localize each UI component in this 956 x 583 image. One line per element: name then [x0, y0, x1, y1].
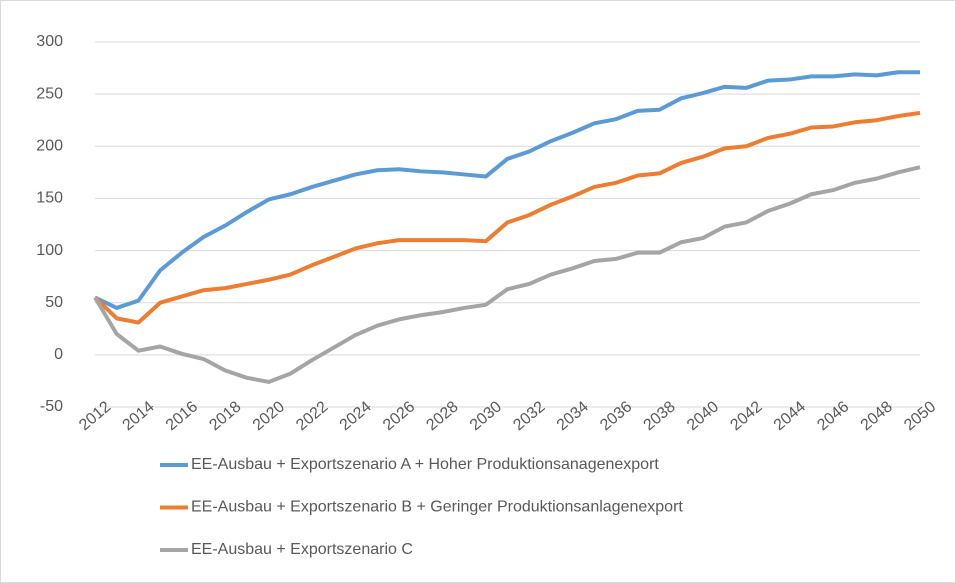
- y-tick-label: 150: [36, 190, 63, 207]
- legend-label: EE-Ausbau + Exportszenario C: [191, 541, 413, 558]
- y-tick-label: 300: [36, 33, 63, 50]
- series-line: [93, 165, 921, 384]
- y-tick-label: 50: [45, 294, 63, 311]
- series-line: [94, 70, 920, 310]
- legend-label: EE-Ausbau + Exportszenario A + Hoher Pro…: [191, 456, 659, 473]
- y-tick-label: 0: [54, 346, 63, 363]
- series-line: [93, 110, 921, 325]
- y-tick-label: 250: [36, 85, 63, 102]
- y-tick-label: -50: [40, 398, 63, 415]
- legend-label: EE-Ausbau + Exportszenario B + Geringer …: [191, 499, 683, 516]
- y-tick-label: 100: [36, 242, 63, 259]
- y-tick-label: 200: [36, 138, 63, 155]
